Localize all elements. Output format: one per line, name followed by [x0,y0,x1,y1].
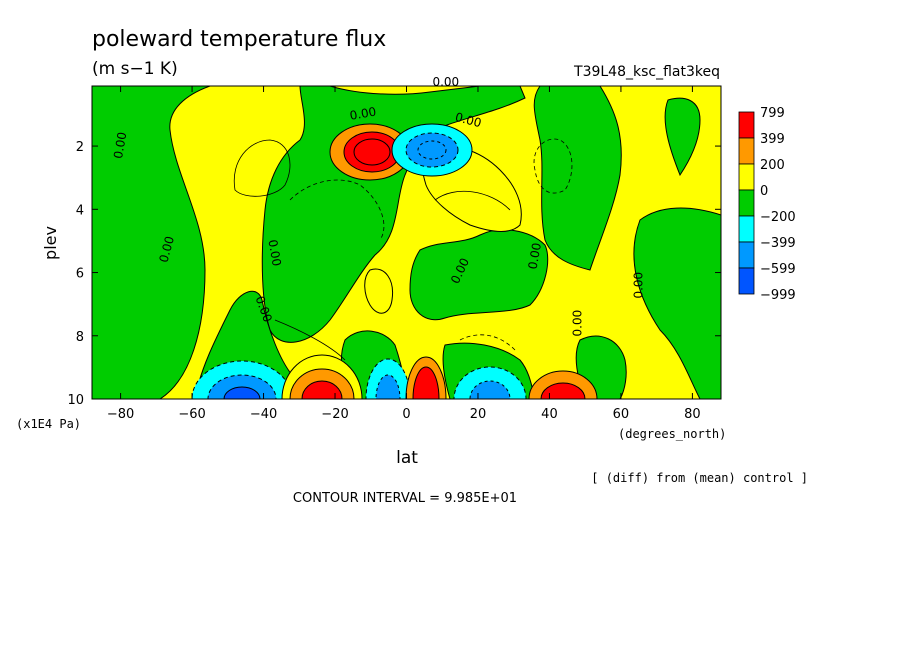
contour-label: 0.00 [157,235,177,264]
colorbar-label: 799 [760,106,785,121]
diff-note: [ (diff) from (mean) control ] [591,471,808,485]
colorbar-label: −399 [760,236,796,251]
colorbar-label: 399 [760,132,785,147]
contour-label: 0.00 [432,75,459,89]
y-tick-label: 6 [76,267,84,282]
colorbar-label: 0 [760,184,768,199]
x-axis-units: (degrees_north) [618,427,726,441]
colorbar-swatch [738,189,755,217]
plot-title: poleward temperature flux [92,27,386,52]
plot-units: (m s−1 K) [92,59,178,79]
colorbar-label: 200 [760,158,785,173]
y-axis: 2 4 6 8 10 [67,140,721,408]
colorbar-swatch [738,111,755,139]
colorbar: 799 399 200 0 −200 −399 −599 −999 [738,106,796,303]
contour-label: 0.00 [265,238,283,267]
colorbar-label: −200 [760,210,796,225]
run-label: T39L48_ksc_flat3keq [573,64,720,80]
region-negative [664,97,701,177]
x-tick-label: 0 [402,407,410,422]
dipole-positive-core [343,131,401,173]
contour-label: 0.00 [571,310,585,337]
region-negative [409,229,549,321]
region-negative [92,86,211,399]
x-tick-label: −40 [250,407,277,422]
y-tick-label: 2 [76,140,84,155]
y-axis-units: (x1E4 Pa) [16,417,81,431]
contour-field [91,85,722,400]
y-tick-label: 8 [76,330,84,345]
dipole-negative-core [405,132,459,168]
contour-label: 0.00 [526,242,544,271]
region-positive [364,268,394,314]
region-negative [533,86,622,271]
x-axis: −80 −60 −40 −20 0 20 40 60 80 [107,86,701,422]
x-tick-label: −80 [107,407,134,422]
colorbar-swatch [738,215,755,243]
x-tick-label: 60 [613,407,630,422]
region-negative [261,86,526,343]
colorbar-swatch [738,241,755,269]
colorbar-swatch [738,163,755,191]
colorbar-swatch [738,267,755,295]
x-tick-label: −20 [321,407,348,422]
contour-labels: 0.000.00 0.000.000.00 0.000.000.00 0.000.00… [111,75,645,336]
contour-label: 0.00 [454,110,483,130]
x-tick-label: 20 [470,407,487,422]
x-tick-label: 40 [541,407,558,422]
y-tick-label: 10 [67,393,84,408]
x-tick-label: −60 [178,407,205,422]
colorbar-swatch [738,137,755,165]
colorbar-label: −599 [760,262,796,277]
y-axis-label: plev [41,226,60,260]
x-tick-label: 80 [684,407,701,422]
colorbar-label: −999 [760,288,796,303]
contour-label: 0.00 [349,104,378,122]
contour-label: 0.00 [631,272,645,299]
contour-interval: CONTOUR INTERVAL = 9.985E+01 [293,491,517,506]
contour-label: 0.00 [111,131,129,160]
x-axis-label: lat [396,448,418,468]
y-tick-label: 4 [76,203,84,218]
region-negative [633,207,721,399]
